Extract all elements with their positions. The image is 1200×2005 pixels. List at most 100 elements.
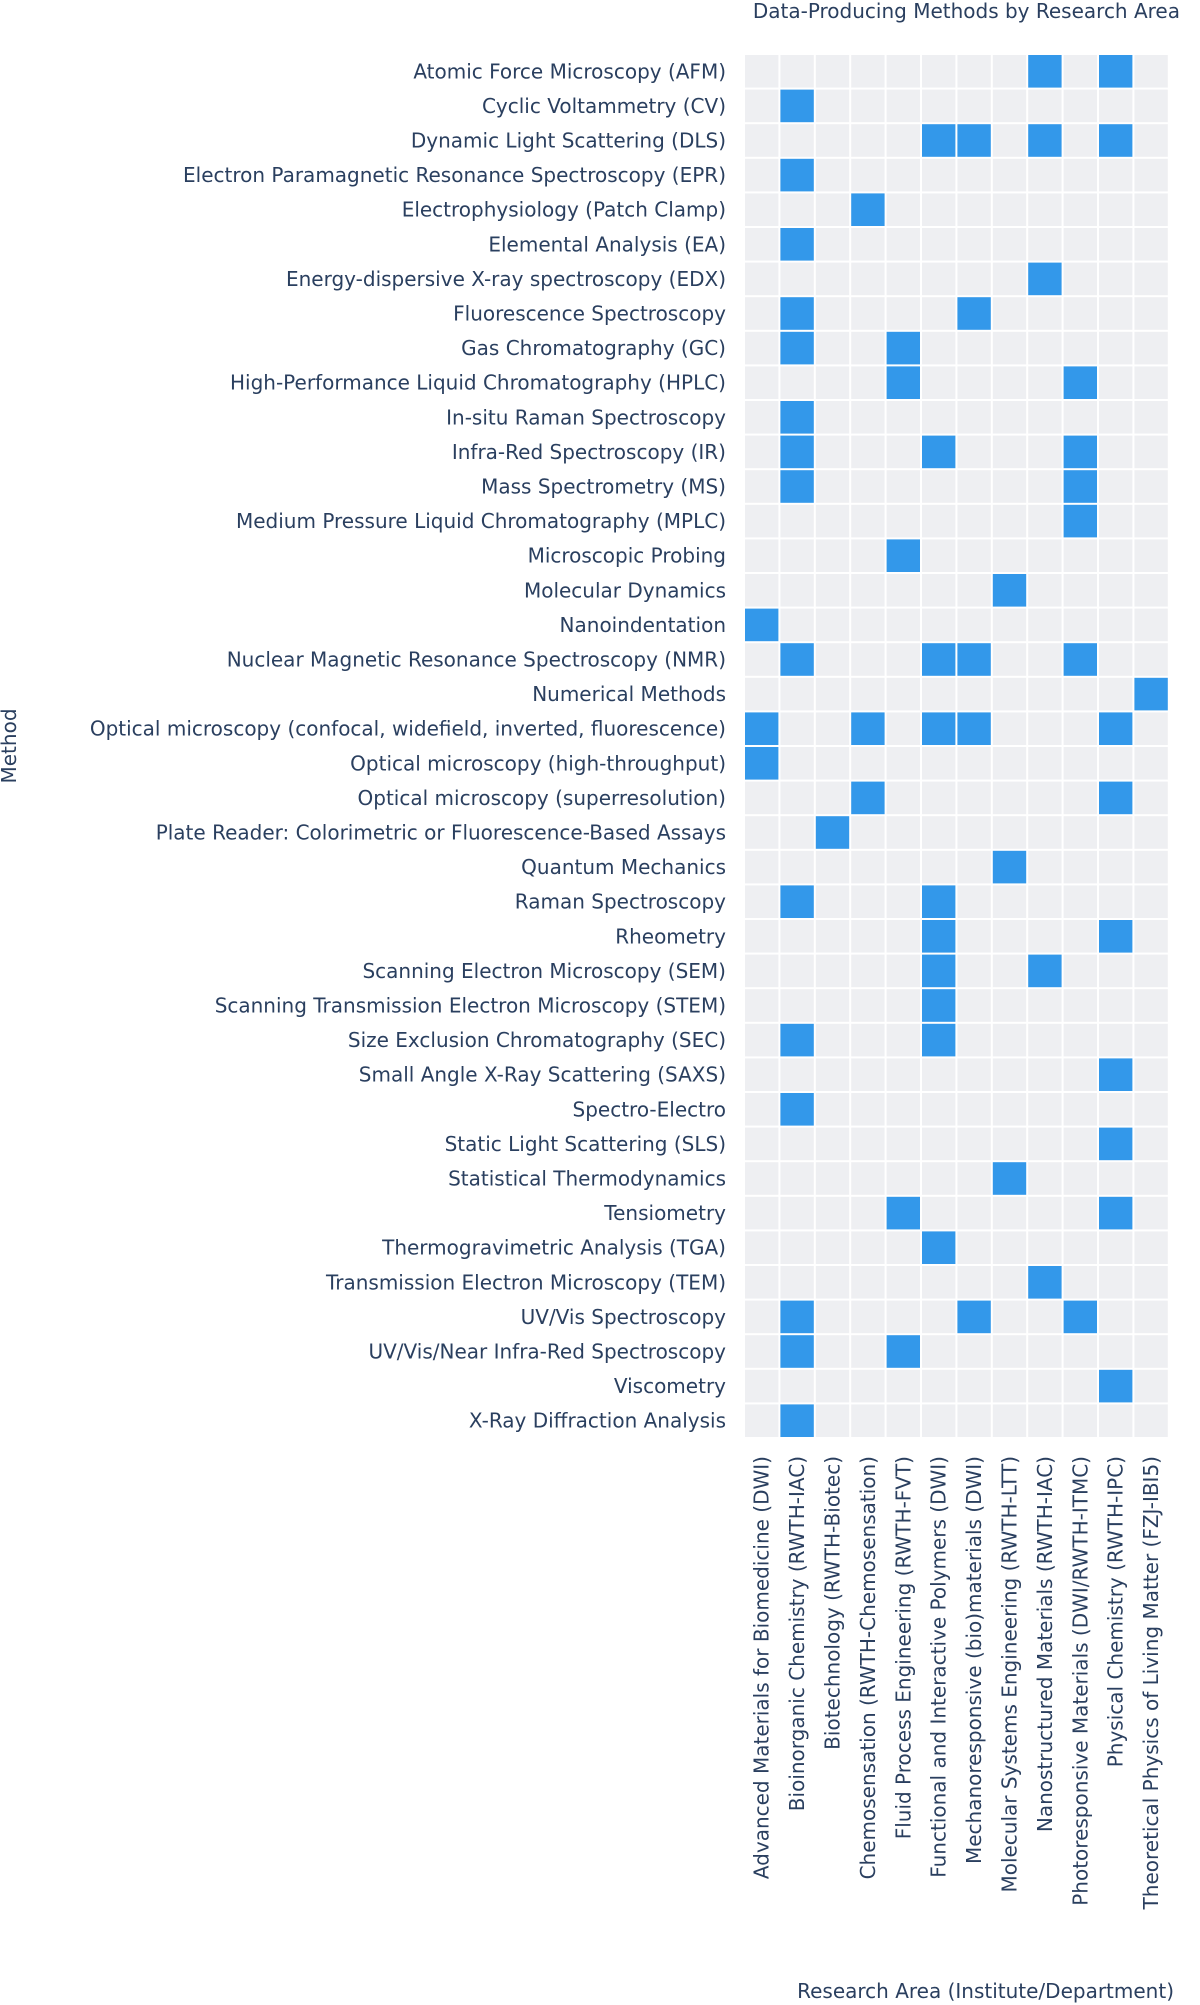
heatmap-cell-absent: [992, 470, 1027, 503]
x-tick-label: Functional and Interactive Polymers (DWI…: [927, 1456, 951, 1878]
heatmap-cell-absent: [1099, 366, 1133, 399]
heatmap-cell-present: [780, 1093, 814, 1126]
y-tick-label: UV/Vis/Near Infra-Red Spectroscopy: [368, 1340, 726, 1364]
heatmap-cell-absent: [745, 1404, 779, 1437]
heatmap-cell-absent: [957, 1058, 991, 1091]
heatmap-cell-absent: [957, 1266, 991, 1299]
heatmap-cell-absent: [957, 1404, 991, 1437]
heatmap-cell-absent: [815, 504, 850, 538]
heatmap-cell-present: [1028, 262, 1062, 296]
heatmap-cell-absent: [780, 1266, 814, 1299]
heatmap-cell-present: [1028, 1266, 1062, 1299]
heatmap-cell-absent: [1134, 954, 1168, 988]
heatmap-cell-absent: [851, 1127, 885, 1161]
x-tick-label: Chemosensation (RWTH-Chemosensation): [856, 1456, 880, 1879]
heatmap-cell-absent: [992, 643, 1027, 676]
heatmap-cell-absent: [745, 539, 779, 572]
heatmap-cell-absent: [851, 55, 885, 88]
heatmap-cell-absent: [851, 158, 885, 192]
heatmap-cell-absent: [886, 643, 920, 676]
heatmap-cell-present: [815, 816, 850, 849]
x-tick-label: Molecular Systems Engineering (RWTH-LTT): [998, 1456, 1022, 1893]
heatmap-cell-absent: [1028, 470, 1062, 503]
heatmap-cell-absent: [1028, 677, 1062, 711]
heatmap-cell-absent: [922, 262, 956, 296]
heatmap-cell-absent: [745, 677, 779, 711]
y-tick-label: Scanning Transmission Electron Microscop…: [215, 994, 726, 1018]
heatmap-cell-present: [1099, 1058, 1133, 1091]
heatmap-cell-absent: [815, 470, 850, 503]
heatmap-cell-absent: [1134, 643, 1168, 676]
heatmap-cell-absent: [1099, 954, 1133, 988]
heatmap-cell-absent: [1063, 920, 1097, 953]
x-tick-label: Bioinorganic Chemistry (RWTH-IAC): [785, 1456, 809, 1811]
heatmap-cell-present: [780, 158, 814, 192]
heatmap-cell-absent: [1099, 1300, 1133, 1334]
heatmap-cell-absent: [780, 539, 814, 572]
heatmap-cell-absent: [745, 1196, 779, 1230]
heatmap-cell-absent: [886, 989, 920, 1022]
heatmap-cell-absent: [1028, 228, 1062, 261]
heatmap-cell-absent: [886, 677, 920, 711]
heatmap-cell-absent: [780, 1231, 814, 1264]
heatmap-cell-absent: [851, 470, 885, 503]
heatmap-cell-absent: [1134, 1231, 1168, 1264]
y-tick-label: Medium Pressure Liquid Chromatography (M…: [236, 509, 726, 533]
heatmap-cell-absent: [1063, 608, 1097, 642]
heatmap-cell-absent: [1063, 850, 1097, 884]
heatmap-cell-present: [780, 470, 814, 503]
heatmap-cell-absent: [992, 124, 1027, 157]
heatmap-cell-absent: [745, 297, 779, 330]
heatmap-cell-absent: [886, 1300, 920, 1334]
heatmap-cell-absent: [922, 850, 956, 884]
heatmap-cell-absent: [1063, 1127, 1097, 1161]
heatmap-cell-absent: [1063, 989, 1097, 1022]
y-tick-label: Cyclic Voltammetry (CV): [482, 94, 726, 118]
heatmap-cell-absent: [815, 1162, 850, 1195]
heatmap-cell-present: [780, 331, 814, 365]
heatmap-cell-absent: [1134, 1196, 1168, 1230]
heatmap-cell-absent: [851, 1335, 885, 1368]
heatmap-cell-present: [1063, 435, 1097, 469]
heatmap-cell-absent: [1134, 1266, 1168, 1299]
y-tick-label: Energy-dispersive X-ray spectroscopy (ED…: [286, 267, 726, 291]
heatmap-cell-absent: [851, 1369, 885, 1403]
heatmap-cell-absent: [745, 850, 779, 884]
heatmap-cell-present: [851, 781, 885, 815]
heatmap-cell-absent: [851, 1404, 885, 1437]
heatmap-cell-absent: [1099, 331, 1133, 365]
heatmap-cell-absent: [815, 124, 850, 157]
heatmap-cell-absent: [886, 297, 920, 330]
heatmap-cell-absent: [1063, 1369, 1097, 1403]
heatmap-cell-absent: [780, 920, 814, 953]
heatmap-cell-absent: [851, 331, 885, 365]
heatmap-cell-absent: [745, 920, 779, 953]
heatmap-cell-absent: [992, 158, 1027, 192]
heatmap-cell-absent: [815, 1023, 850, 1057]
y-tick-label: Microscopic Probing: [528, 544, 726, 568]
heatmap-cell-absent: [1134, 1369, 1168, 1403]
heatmap-cell-absent: [957, 1162, 991, 1195]
heatmap-cell-absent: [780, 989, 814, 1022]
heatmap-cell-absent: [815, 885, 850, 918]
heatmap-cell-absent: [992, 331, 1027, 365]
heatmap-cell-absent: [851, 435, 885, 469]
heatmap-cell-present: [1099, 124, 1133, 157]
heatmap-cell-absent: [1028, 1335, 1062, 1368]
heatmap-cell-absent: [886, 55, 920, 88]
heatmap-cell-absent: [992, 747, 1027, 780]
heatmap-cell-absent: [1099, 1404, 1133, 1437]
heatmap-cell-present: [780, 643, 814, 676]
heatmap-cell-absent: [957, 331, 991, 365]
heatmap-cell-present: [1099, 1369, 1133, 1403]
heatmap-cell-absent: [922, 158, 956, 192]
heatmap-cell-absent: [851, 1023, 885, 1057]
heatmap-cell-absent: [992, 1196, 1027, 1230]
y-tick-label: Molecular Dynamics: [524, 578, 726, 602]
heatmap-cell-present: [780, 89, 814, 123]
heatmap-cell-present: [1099, 920, 1133, 953]
x-tick-labels: Advanced Materials for Biomedicine (DWI)…: [750, 1456, 1163, 1910]
heatmap-cell-present: [922, 435, 956, 469]
heatmap-cell-present: [1099, 781, 1133, 815]
heatmap-cell-absent: [922, 574, 956, 607]
